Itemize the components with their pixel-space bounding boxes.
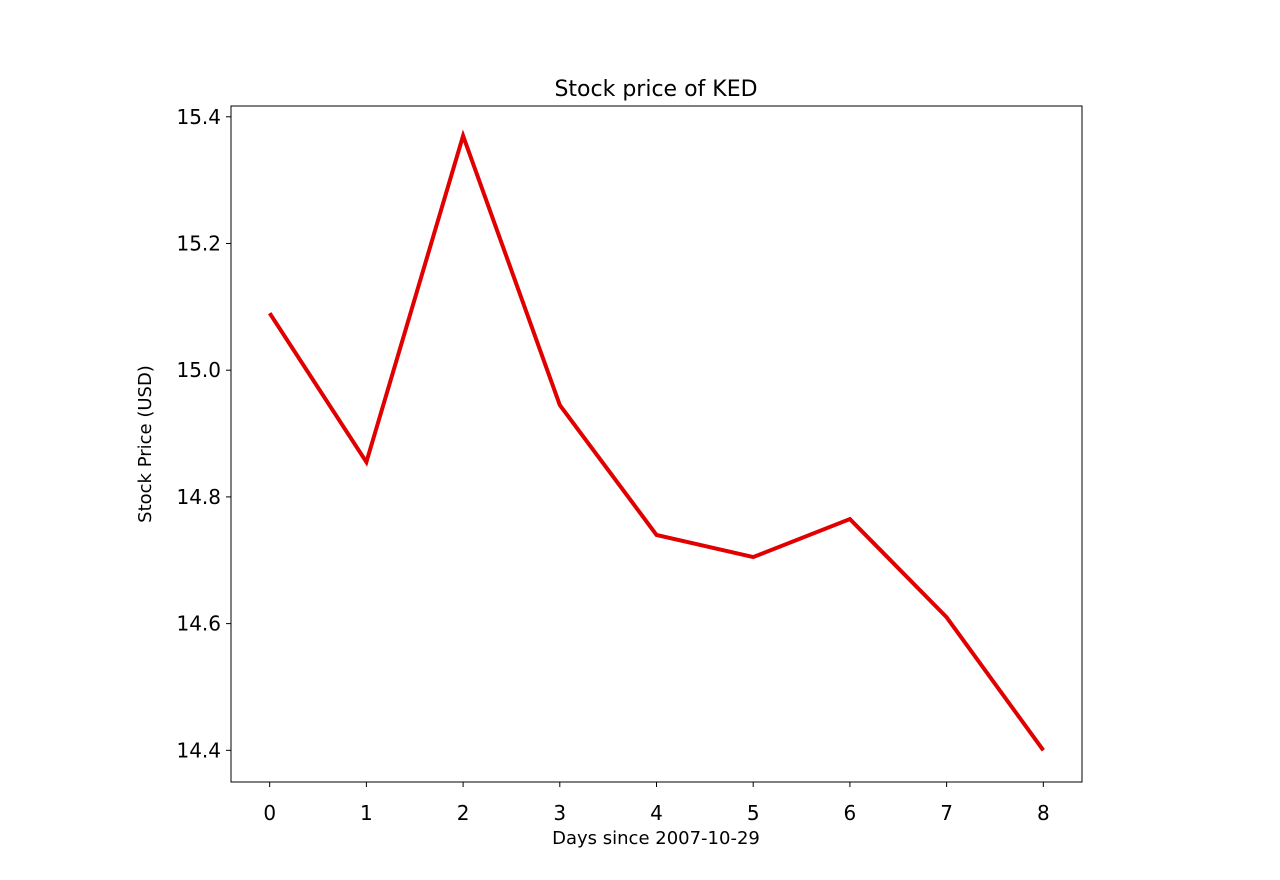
x-tick-label: 2 xyxy=(457,801,470,825)
series-layer xyxy=(268,129,1045,752)
x-tick-label: 7 xyxy=(940,801,953,825)
y-axis-ticks: 14.4 14.6 14.8 15.0 15.2 15.4 xyxy=(176,105,231,762)
x-tick-label: 3 xyxy=(553,801,566,825)
y-tick-label: 15.0 xyxy=(176,358,221,382)
x-tick-label: 1 xyxy=(360,801,373,825)
x-tick-label: 4 xyxy=(650,801,663,825)
x-tick-label: 6 xyxy=(844,801,857,825)
x-tick-label: 0 xyxy=(263,801,276,825)
y-tick-label: 14.4 xyxy=(176,738,221,762)
y-tick-label: 15.4 xyxy=(176,105,221,129)
plot-frame xyxy=(230,105,1083,783)
x-axis-ticks: 0 1 2 3 4 5 6 7 8 xyxy=(263,782,1050,825)
series-line xyxy=(268,129,1045,752)
y-axis-label: Stock Price (USD) xyxy=(135,365,156,523)
y-tick-label: 14.6 xyxy=(176,612,221,636)
y-tick-label: 14.8 xyxy=(176,485,221,509)
x-tick-label: 5 xyxy=(747,801,760,825)
x-tick-label: 8 xyxy=(1037,801,1050,825)
chart-title: Stock price of KED xyxy=(554,77,757,102)
y-tick-label: 15.2 xyxy=(176,231,221,255)
x-axis-label: Days since 2007-10-29 xyxy=(552,828,760,849)
